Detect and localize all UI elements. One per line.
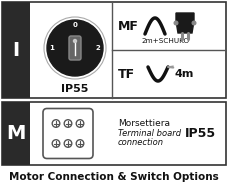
Text: IP55: IP55: [61, 84, 88, 94]
Text: Motor Connection & Switch Options: Motor Connection & Switch Options: [9, 172, 218, 182]
Text: Terminal board: Terminal board: [118, 129, 180, 138]
Text: M: M: [6, 124, 26, 143]
Circle shape: [191, 21, 195, 25]
Text: connection: connection: [118, 138, 163, 147]
Circle shape: [64, 140, 72, 147]
Text: TF: TF: [118, 67, 135, 80]
Bar: [2, 102, 30, 165]
Text: 2m+SCHUKO: 2m+SCHUKO: [141, 38, 189, 44]
Bar: [2, 2, 225, 98]
Polygon shape: [175, 13, 193, 33]
Circle shape: [76, 120, 84, 127]
Circle shape: [173, 21, 177, 25]
Bar: [2, 2, 30, 98]
Text: Morsettiera: Morsettiera: [118, 119, 169, 128]
Circle shape: [47, 20, 103, 76]
Circle shape: [52, 140, 59, 147]
Text: I: I: [12, 40, 20, 59]
Circle shape: [73, 39, 76, 42]
Text: IP55: IP55: [184, 127, 215, 140]
Circle shape: [64, 120, 72, 127]
Text: 1: 1: [49, 45, 54, 51]
Text: 4m: 4m: [174, 69, 194, 79]
FancyBboxPatch shape: [69, 36, 81, 60]
Text: 2: 2: [95, 45, 100, 51]
Circle shape: [76, 140, 84, 147]
Text: 0: 0: [72, 22, 77, 28]
FancyBboxPatch shape: [43, 108, 93, 158]
Text: MF: MF: [118, 20, 138, 33]
Bar: [2, 102, 225, 165]
Circle shape: [52, 120, 59, 127]
Circle shape: [44, 17, 106, 79]
